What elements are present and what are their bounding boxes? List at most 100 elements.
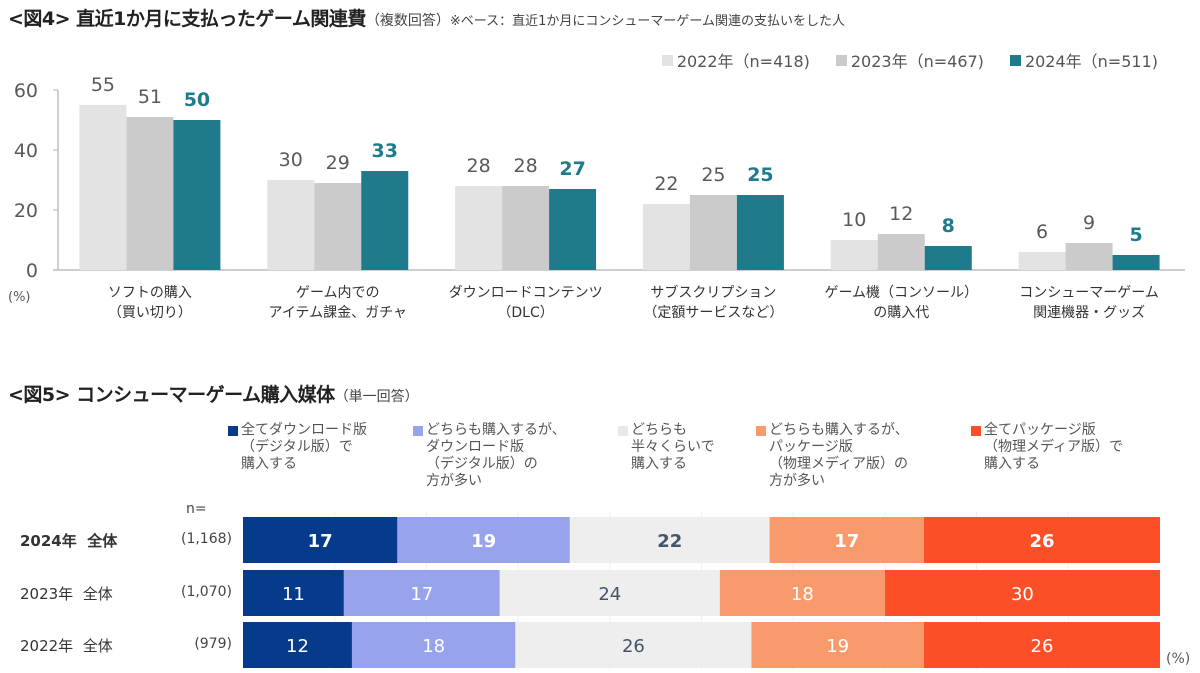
- stacked-segment-1-2: [499, 570, 720, 616]
- legend-swatch: [413, 426, 423, 436]
- bar-2023-0: [126, 117, 174, 270]
- figure-5-title: <図5> コンシューマーゲーム購入媒体（単一回答）: [8, 380, 419, 407]
- legend-swatch-2023: [835, 54, 847, 66]
- stacked-segment-0-1: [397, 517, 570, 563]
- x-category-label: ゲーム内での アイテム課金、ガチャ: [268, 285, 407, 321]
- bar-2023-3: [689, 195, 737, 270]
- legend-swatch: [228, 426, 238, 436]
- legend-swatch-2022: [661, 54, 673, 66]
- bar-2023-1: [314, 183, 362, 270]
- bar-2022-2: [455, 186, 503, 270]
- legend-item-1: どちらも購入するが、 ダウンロード版 （デジタル版）の 方が多い: [413, 422, 566, 490]
- bar-2023-5: [1065, 243, 1113, 270]
- figure-4-legend: 2022年（n=418) 2023年（n=467) 2024年（n=511): [661, 48, 1158, 72]
- segment-label: 18: [791, 584, 814, 605]
- segment-label: 17: [834, 531, 859, 552]
- legend-label: どちらも購入するが、 ダウンロード版 （デジタル版）の 方が多い: [426, 422, 566, 489]
- stacked-segment-1-1: [343, 570, 500, 616]
- data-label: 25: [701, 164, 725, 186]
- stacked-segment-2-4: [923, 622, 1160, 668]
- y-tick-label: 20: [14, 200, 38, 222]
- legend-item-0: 全てダウンロード版 （デジタル版）で 購入する: [228, 422, 367, 473]
- stacked-segment-1-3: [719, 570, 885, 616]
- legend-label: どちらも購入するが、 パッケージ版 （物理メディア版）の 方が多い: [769, 422, 909, 489]
- stacked-segment-0-3: [769, 517, 924, 563]
- legend-label-2023: 2023年（n=467): [850, 52, 984, 71]
- stacked-segment-1-0: [243, 570, 344, 616]
- data-label: 12: [889, 203, 913, 225]
- legend-label: 全てダウンロード版 （デジタル版）で 購入する: [241, 422, 367, 472]
- y-tick-label: 60: [14, 80, 38, 102]
- segment-label: 26: [1029, 531, 1054, 552]
- n-header: n=: [186, 501, 207, 517]
- legend-swatch-2024: [1009, 54, 1021, 66]
- segment-label: 24: [598, 584, 621, 605]
- row-label: 2023年 全体: [20, 585, 113, 603]
- legend-item-4: 全てパッケージ版 （物理メディア版）で 購入する: [971, 422, 1123, 473]
- bar-2024-5: [1112, 255, 1160, 270]
- bar-2024-1: [361, 171, 409, 270]
- row-sample-size: (1,168): [180, 531, 232, 547]
- x-unit-label: (%): [1166, 651, 1190, 667]
- segment-label: 19: [826, 636, 849, 657]
- legend-label: どちらも 半々くらいで 購入する: [631, 422, 715, 472]
- figure-5-title-sub: （単一回答）: [334, 389, 419, 405]
- data-label: 28: [513, 155, 537, 177]
- segment-label: 26: [622, 636, 645, 657]
- legend-item-2023: 2023年（n=467): [835, 48, 984, 72]
- segment-label: 17: [308, 531, 333, 552]
- figure-4-bar-chart: 0 20 40 60 (%) 55 51 50 30 29 33 28 28 27 22 25 25 10 12 8 6…: [8, 74, 1185, 305]
- bar-2022-1: [267, 180, 315, 270]
- figure-5-title-main: <図5> コンシューマーゲーム購入媒体: [8, 384, 335, 406]
- figure-4-title-main: <図4> 直近1か月に支払ったゲーム関連費: [8, 8, 366, 30]
- x-category-label: ゲーム機（コンソール） の購入代: [824, 285, 979, 321]
- data-label: 6: [1036, 221, 1048, 243]
- bar-2024-0: [173, 120, 221, 270]
- bar-2023-4: [877, 234, 925, 270]
- legend-label-2022: 2022年（n=418): [676, 52, 810, 71]
- data-label: 25: [747, 164, 773, 186]
- data-label: 27: [559, 158, 585, 180]
- stacked-segment-2-1: [351, 622, 516, 668]
- legend-item-3: どちらも購入するが、 パッケージ版 （物理メディア版）の 方が多い: [756, 422, 909, 490]
- bar-2024-4: [924, 246, 972, 270]
- bar-2022-4: [830, 240, 878, 270]
- segment-label: 22: [657, 531, 682, 552]
- stacked-segment-1-4: [884, 570, 1160, 616]
- stacked-segment-0-4: [923, 517, 1160, 563]
- segment-label: 12: [286, 636, 309, 657]
- legend-item-2: どちらも 半々くらいで 購入する: [618, 422, 715, 473]
- legend-label: 全てパッケージ版 （物理メディア版）で 購入する: [984, 422, 1124, 472]
- legend-swatch: [971, 426, 981, 436]
- segment-label: 26: [1031, 636, 1054, 657]
- data-label: 5: [1129, 224, 1142, 246]
- legend-swatch: [756, 426, 766, 436]
- data-label: 10: [842, 209, 866, 231]
- segment-label: 11: [282, 584, 305, 605]
- y-tick-label: 0: [26, 260, 38, 282]
- stacked-segment-0-0: [243, 517, 398, 563]
- y-unit-label: (%): [8, 290, 31, 305]
- data-label: 8: [942, 215, 955, 237]
- legend-swatch: [618, 426, 628, 436]
- row-label: 2022年 全体: [20, 637, 113, 655]
- data-label: 22: [654, 173, 678, 195]
- x-category-label: コンシューマーゲーム 関連機器・グッズ: [1019, 285, 1159, 321]
- data-label: 29: [326, 152, 350, 174]
- bar-2022-3: [642, 204, 690, 270]
- legend-label-2024: 2024年（n=511): [1024, 52, 1158, 71]
- bar-2024-2: [549, 189, 597, 270]
- stacked-segment-2-0: [243, 622, 352, 668]
- data-label: 33: [372, 140, 398, 162]
- row-sample-size: (1,070): [180, 584, 232, 600]
- legend-item-2022: 2022年（n=418): [661, 48, 810, 72]
- segment-label: 19: [471, 531, 496, 552]
- bar-2022-5: [1018, 252, 1066, 270]
- segment-label: 18: [422, 636, 445, 657]
- data-label: 9: [1083, 212, 1095, 234]
- bar-2024-3: [736, 195, 784, 270]
- x-category-label: サブスクリプション （定額サービスなど）: [643, 285, 784, 321]
- row-label: 2024年 全体: [20, 532, 118, 550]
- row-sample-size: (979): [194, 636, 232, 652]
- data-label: 50: [184, 89, 210, 111]
